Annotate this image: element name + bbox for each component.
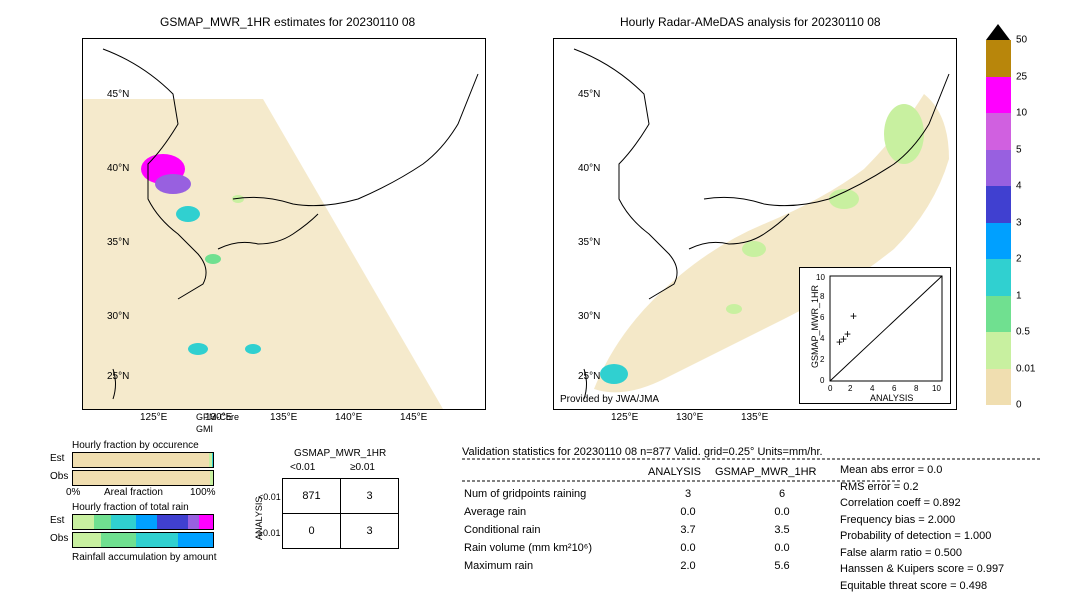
satellite-swath: [83, 99, 443, 409]
row2: ≥0.01: [258, 528, 280, 538]
occ-obs-bar: [72, 470, 214, 486]
colorbar: 50 25 10 5 4 3 2 1 0.5 0.01 0: [986, 40, 1011, 405]
xlab: Areal fraction: [104, 487, 163, 498]
svg-text:40°N: 40°N: [107, 163, 129, 174]
right-map: 45°N 40°N 35°N 30°N 25°N + + + + 024 681…: [553, 38, 957, 410]
x0: 0%: [66, 487, 80, 498]
est-label2: Est: [50, 515, 64, 526]
svg-text:35°N: 35°N: [107, 237, 129, 248]
contingency-table: 8713 03: [282, 478, 399, 549]
validation-rows: Num of gridpoints raining36 Average rain…: [462, 484, 836, 576]
svg-text:0: 0: [820, 376, 825, 385]
provided-label: Provided by JWA/JMA: [560, 394, 659, 405]
lon-tick: 130°E: [676, 412, 703, 423]
svg-text:45°N: 45°N: [578, 89, 600, 100]
row1: <0.01: [258, 492, 281, 502]
lon-tick: 140°E: [335, 412, 362, 423]
svg-text:30°N: 30°N: [107, 311, 129, 322]
x1: 100%: [190, 487, 216, 498]
svg-text:35°N: 35°N: [578, 237, 600, 248]
lon-tick: 125°E: [611, 412, 638, 423]
acc-title: Rainfall accumulation by amount: [72, 552, 217, 563]
svg-text:25°N: 25°N: [107, 371, 129, 382]
col1: <0.01: [290, 462, 315, 473]
occ-est-bar: [72, 452, 214, 468]
svg-text:45°N: 45°N: [107, 89, 129, 100]
svg-text:8: 8: [820, 292, 825, 301]
inset-xlabel: ANALYSIS: [870, 393, 913, 403]
lon-tick: 135°E: [270, 412, 297, 423]
svg-text:25°N: 25°N: [578, 371, 600, 382]
lon-tick: 135°E: [741, 412, 768, 423]
svg-text:0: 0: [828, 384, 833, 393]
inset-ylabel: GSMAP_MWR_1HR: [810, 285, 820, 368]
lon-tick: 145°E: [400, 412, 427, 423]
svg-text:40°N: 40°N: [578, 163, 600, 174]
svg-text:4: 4: [820, 334, 825, 343]
svg-text:+: +: [840, 332, 847, 346]
tot-title: Hourly fraction of total rain: [72, 502, 189, 513]
scatter-inset: + + + + 024 6810 024 6810 ANALYSIS GSMAP…: [799, 267, 951, 404]
left-map-title: GSMAP_MWR_1HR estimates for 20230110 08: [160, 15, 415, 29]
obs-label2: Obs: [50, 533, 68, 544]
validation-metrics: Mean abs error = 0.0 RMS error = 0.2 Cor…: [840, 462, 1004, 594]
lon-tick: 125°E: [140, 412, 167, 423]
tot-est-bar: [72, 514, 214, 530]
svg-text:6: 6: [892, 384, 897, 393]
col2: ≥0.01: [350, 462, 375, 473]
left-map: 45°N 40°N 35°N 30°N 25°N: [82, 38, 486, 410]
tot-obs-bar: [72, 532, 214, 548]
svg-text:2: 2: [848, 384, 853, 393]
right-map-title: Hourly Radar-AMeDAS analysis for 2023011…: [620, 15, 881, 29]
validation-table: ANALYSISGSMAP_MWR_1HR: [462, 462, 830, 482]
contingency-col-header: GSMAP_MWR_1HR: [294, 448, 386, 459]
validation-title: Validation statistics for 20230110 08 n=…: [462, 446, 823, 458]
svg-text:8: 8: [914, 384, 919, 393]
colorbar-arrow: [986, 24, 1010, 40]
est-label: Est: [50, 453, 64, 464]
footer-left-2: GMI: [196, 424, 213, 434]
svg-text:30°N: 30°N: [578, 311, 600, 322]
svg-text:6: 6: [820, 313, 825, 322]
obs-label: Obs: [50, 471, 68, 482]
occ-title: Hourly fraction by occurence: [72, 440, 199, 451]
svg-text:10: 10: [816, 273, 825, 282]
svg-text:10: 10: [932, 384, 941, 393]
svg-text:2: 2: [820, 355, 825, 364]
footer-left-1: GPM-Core: [196, 412, 239, 422]
svg-text:+: +: [850, 309, 857, 323]
svg-text:4: 4: [870, 384, 875, 393]
